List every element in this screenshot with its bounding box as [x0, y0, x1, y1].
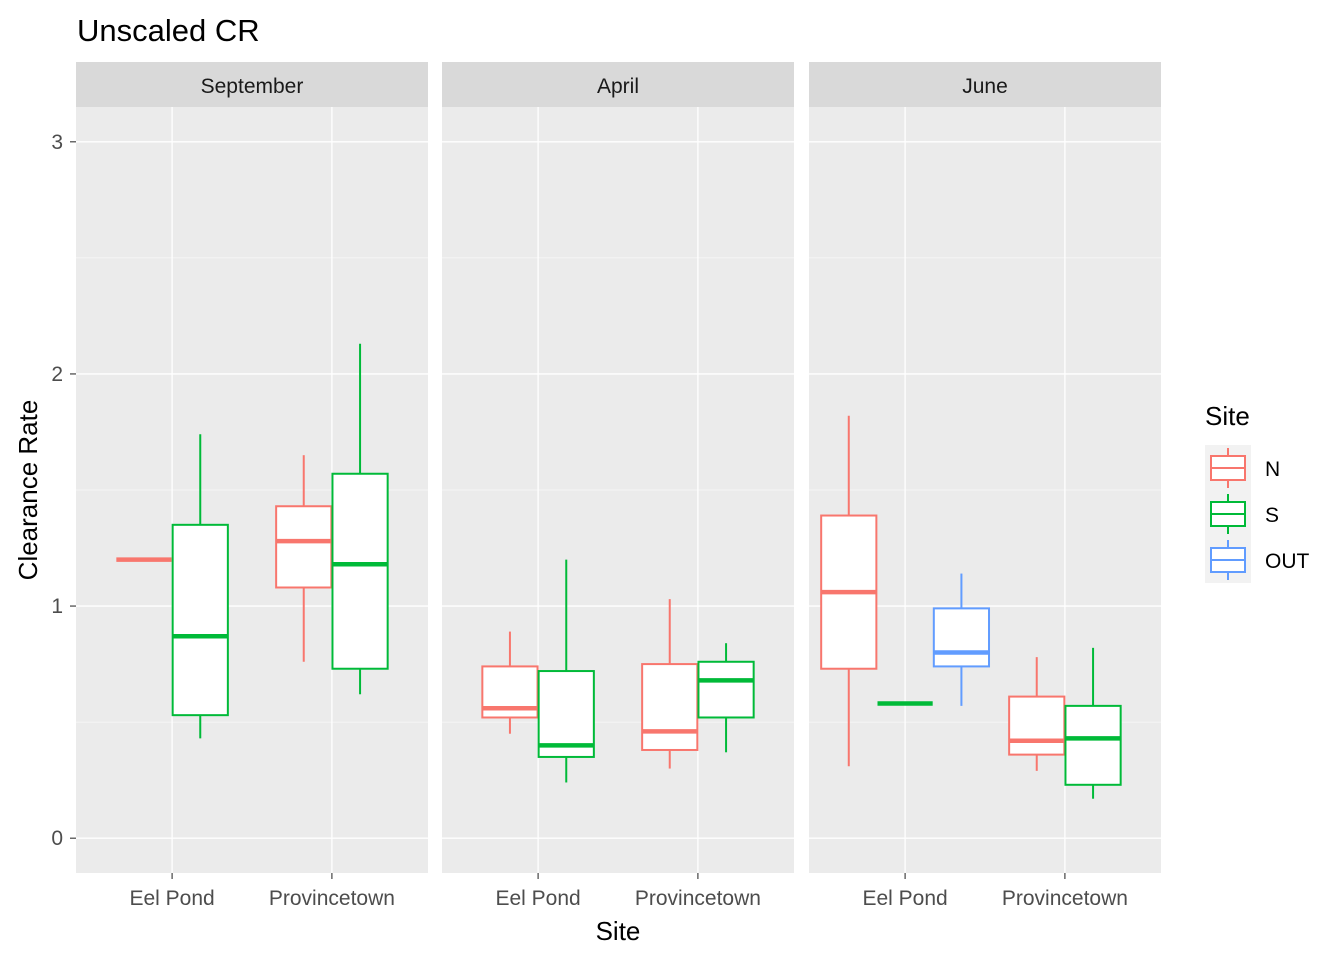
facet-panel: September Eel Pond Provincetown [76, 62, 428, 910]
legend-title: Site [1205, 401, 1250, 431]
x-tick-label: Provincetown [1002, 887, 1128, 910]
boxplot-s [537, 559, 595, 783]
legend-key-s: S [1205, 491, 1279, 537]
boxplot-s [697, 643, 755, 753]
x-tick-label: Eel Pond [495, 887, 580, 910]
boxplot-s [171, 434, 229, 739]
box [171, 523, 229, 717]
facet-strip [442, 62, 794, 107]
box [1064, 704, 1122, 786]
legend-key-n: N [1205, 445, 1280, 491]
boxplot-s [1064, 647, 1122, 799]
y-axis-title: Clearance Rate [13, 400, 43, 581]
boxplot-s [331, 343, 389, 695]
legend-key-out: OUT [1205, 537, 1310, 583]
y-tick-label: 2 [51, 363, 63, 386]
y-tick-label: 3 [51, 131, 63, 154]
box [641, 663, 699, 751]
legend-entry-label: OUT [1265, 550, 1310, 573]
box [697, 660, 755, 719]
facet-strip-label: April [597, 75, 639, 98]
x-tick-label: Eel Pond [862, 887, 947, 910]
box [537, 670, 595, 758]
boxplot-n [481, 631, 539, 734]
boxplot-out [932, 573, 991, 706]
boxplot-n [641, 599, 699, 769]
box [1008, 695, 1066, 756]
boxplot-n [1008, 657, 1066, 771]
facet-strip-label: September [201, 75, 304, 98]
x-tick-label: Eel Pond [129, 887, 214, 910]
facet-strip [809, 62, 1161, 107]
box [275, 505, 333, 589]
box [932, 607, 991, 668]
x-axis-title: Site [596, 916, 641, 946]
boxplot-n [275, 455, 333, 662]
facet-strip-label: June [962, 75, 1008, 98]
legend-entry-label: N [1265, 458, 1280, 481]
facet-panels: September Eel Pond Provincetown April Eel Po… [76, 62, 1161, 910]
legend-entry-label: S [1265, 504, 1279, 527]
legend: Site NS OUT [1205, 401, 1310, 583]
chart-title: Unscaled CR [77, 13, 260, 48]
box [331, 472, 389, 670]
facet-strip [76, 62, 428, 107]
y-tick-label: 0 [51, 827, 63, 850]
boxplot-n [820, 415, 878, 767]
y-tick-label: 1 [51, 595, 63, 618]
y-axis: 0 1 2 3 [51, 131, 76, 850]
x-tick-label: Provincetown [635, 887, 761, 910]
x-tick-label: Provincetown [269, 887, 395, 910]
facet-panel: June Eel Pond Provincetown [809, 62, 1161, 910]
facet-panel: April Eel Pond Provincetown [442, 62, 794, 910]
